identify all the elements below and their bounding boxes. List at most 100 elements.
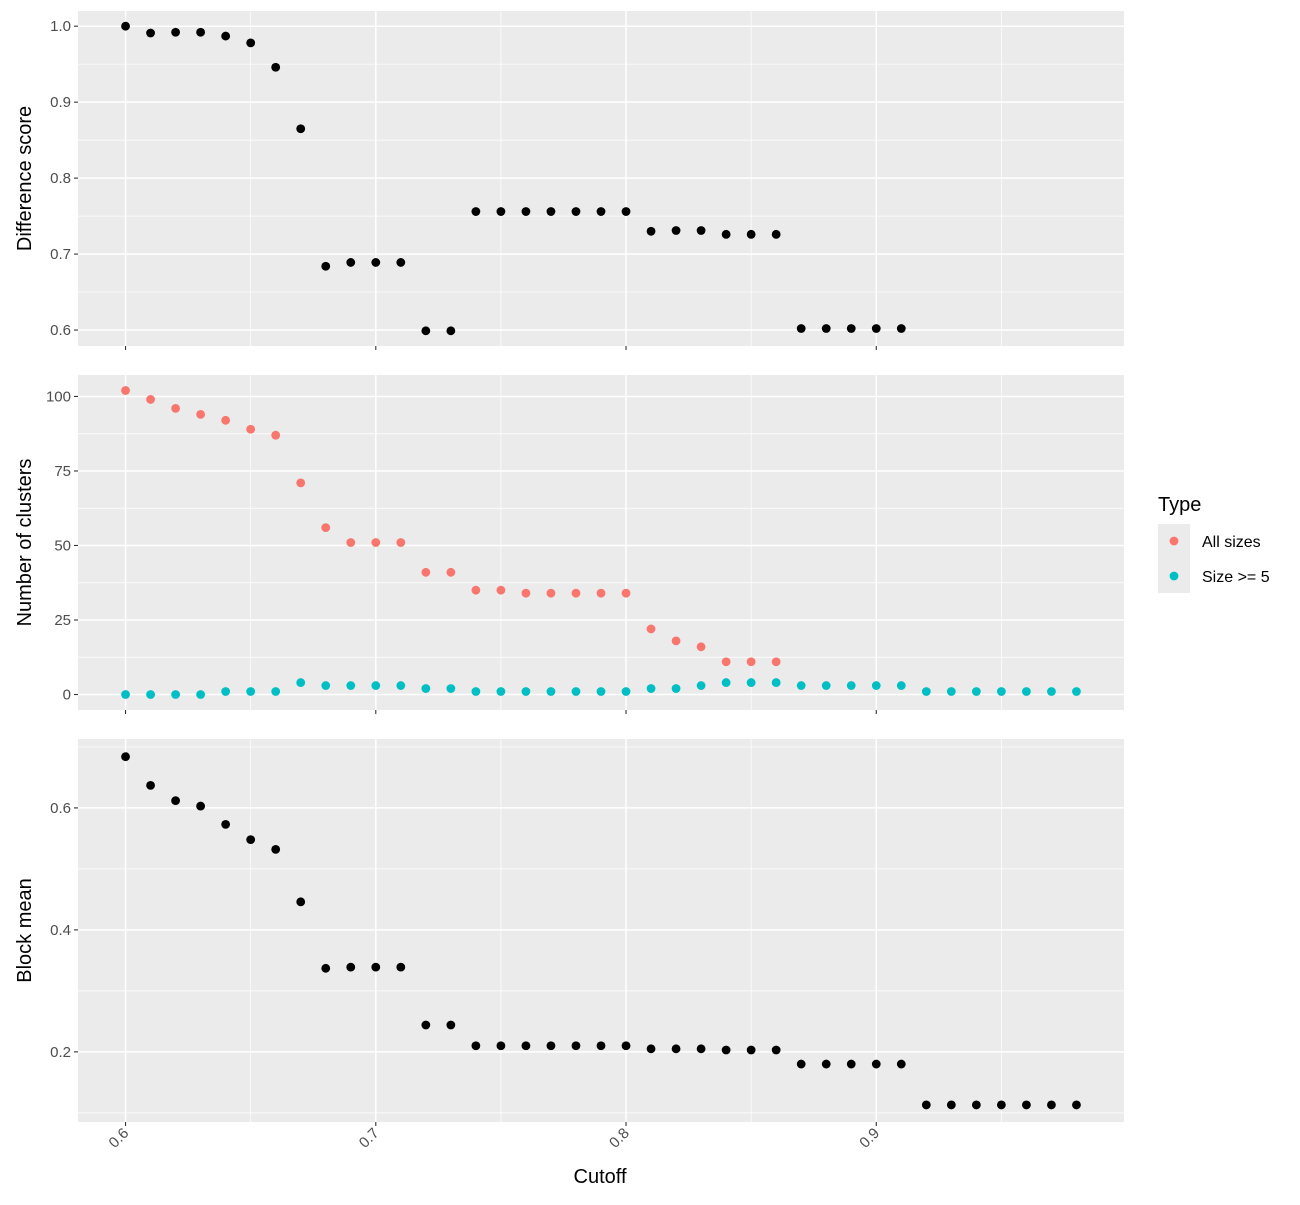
- data-point: [596, 1041, 606, 1051]
- legend-title: Type: [1158, 494, 1201, 516]
- data-point: [171, 27, 180, 37]
- data-point: [121, 752, 130, 762]
- data-point: [296, 897, 306, 907]
- data-point: [371, 258, 381, 267]
- data-point: [1072, 687, 1081, 696]
- data-point: [871, 1059, 881, 1069]
- data-point: [846, 1059, 856, 1069]
- data-point: [296, 478, 306, 488]
- data-point: [671, 636, 681, 646]
- data-point: [496, 585, 506, 595]
- data-point: [371, 538, 381, 547]
- data-point: [171, 403, 180, 413]
- data-point: [121, 21, 130, 31]
- legend: Type All sizes Size >= 5: [1158, 494, 1270, 593]
- data-point: [996, 687, 1006, 696]
- data-point: [746, 229, 756, 239]
- data-point: [146, 780, 155, 790]
- data-point: [671, 1044, 681, 1054]
- data-point: [421, 1020, 431, 1030]
- data-point: [821, 324, 831, 333]
- y-tick-label: 0.7: [50, 246, 71, 263]
- data-point: [321, 261, 331, 271]
- data-point: [621, 207, 631, 216]
- y-tick-label: 0.4: [50, 922, 71, 939]
- data-point: [396, 538, 406, 547]
- legend-label-size-5: Size >= 5: [1202, 569, 1270, 586]
- data-point: [196, 801, 206, 811]
- legend-key-all-sizes: [1169, 536, 1179, 546]
- data-point: [371, 681, 381, 690]
- data-point: [321, 523, 331, 532]
- y-tick-label: 0.2: [50, 1044, 71, 1061]
- x-tick-label: 0.7: [356, 1125, 383, 1152]
- data-point: [471, 687, 481, 696]
- data-point: [546, 207, 556, 216]
- panel-number-of-clusters: 0 25 50 75 100 Number of clusters: [14, 375, 1124, 714]
- data-point: [771, 229, 781, 239]
- data-point: [921, 1100, 931, 1110]
- data-point: [146, 28, 155, 38]
- data-point: [571, 207, 581, 216]
- data-point: [121, 690, 130, 699]
- data-point: [571, 588, 581, 598]
- y-tick-label: 0.6: [50, 800, 71, 817]
- data-point: [1047, 1100, 1056, 1110]
- data-point: [421, 684, 431, 693]
- data-point: [896, 1059, 906, 1069]
- data-point: [171, 690, 180, 699]
- series-points: [121, 21, 906, 336]
- data-point: [846, 681, 856, 690]
- data-point: [346, 538, 356, 547]
- y-tick-label: 1.0: [50, 18, 71, 35]
- data-point: [746, 657, 756, 667]
- y-tick-label: 0.6: [50, 322, 71, 339]
- data-point: [646, 226, 656, 236]
- data-point: [921, 687, 931, 696]
- y-axis-title: Number of clusters: [14, 459, 36, 627]
- data-point: [246, 835, 256, 845]
- data-point: [221, 819, 231, 829]
- data-point: [721, 657, 731, 667]
- y-tick-label: 25: [54, 612, 71, 629]
- y-axis-title: Block mean: [14, 878, 36, 983]
- data-point: [221, 31, 231, 41]
- y-axis-title: Difference score: [14, 106, 36, 251]
- data-point: [646, 684, 656, 693]
- data-point: [996, 1100, 1006, 1110]
- data-point: [796, 324, 806, 333]
- data-point: [621, 588, 631, 598]
- data-point: [196, 409, 206, 419]
- legend-label-all-sizes: All sizes: [1202, 534, 1261, 551]
- data-point: [321, 963, 331, 973]
- data-point: [496, 207, 506, 216]
- data-point: [796, 1059, 806, 1069]
- data-point: [796, 681, 806, 690]
- data-point: [471, 1041, 481, 1051]
- panel-block-mean: 0.2 0.4 0.6 Block mean: [14, 739, 1124, 1126]
- data-point: [846, 324, 856, 333]
- data-point: [221, 687, 231, 696]
- data-point: [771, 678, 781, 687]
- panel-background: [78, 375, 1124, 710]
- data-point: [146, 690, 155, 699]
- data-point: [171, 796, 180, 805]
- data-point: [246, 38, 256, 48]
- data-point: [371, 962, 381, 972]
- data-point: [421, 326, 431, 336]
- data-point: [471, 207, 481, 216]
- data-point: [596, 588, 606, 598]
- y-tick-label: 0: [63, 687, 71, 704]
- data-point: [396, 681, 406, 690]
- data-point: [971, 687, 981, 696]
- data-point: [446, 684, 456, 693]
- x-axis-title: Cutoff: [574, 1166, 627, 1188]
- y-tick-label: 0.8: [50, 170, 71, 187]
- data-point: [546, 588, 556, 598]
- data-point: [521, 1041, 531, 1051]
- data-point: [671, 684, 681, 693]
- data-point: [196, 690, 206, 699]
- data-point: [571, 1041, 581, 1051]
- data-point: [721, 678, 731, 687]
- data-point: [246, 424, 256, 434]
